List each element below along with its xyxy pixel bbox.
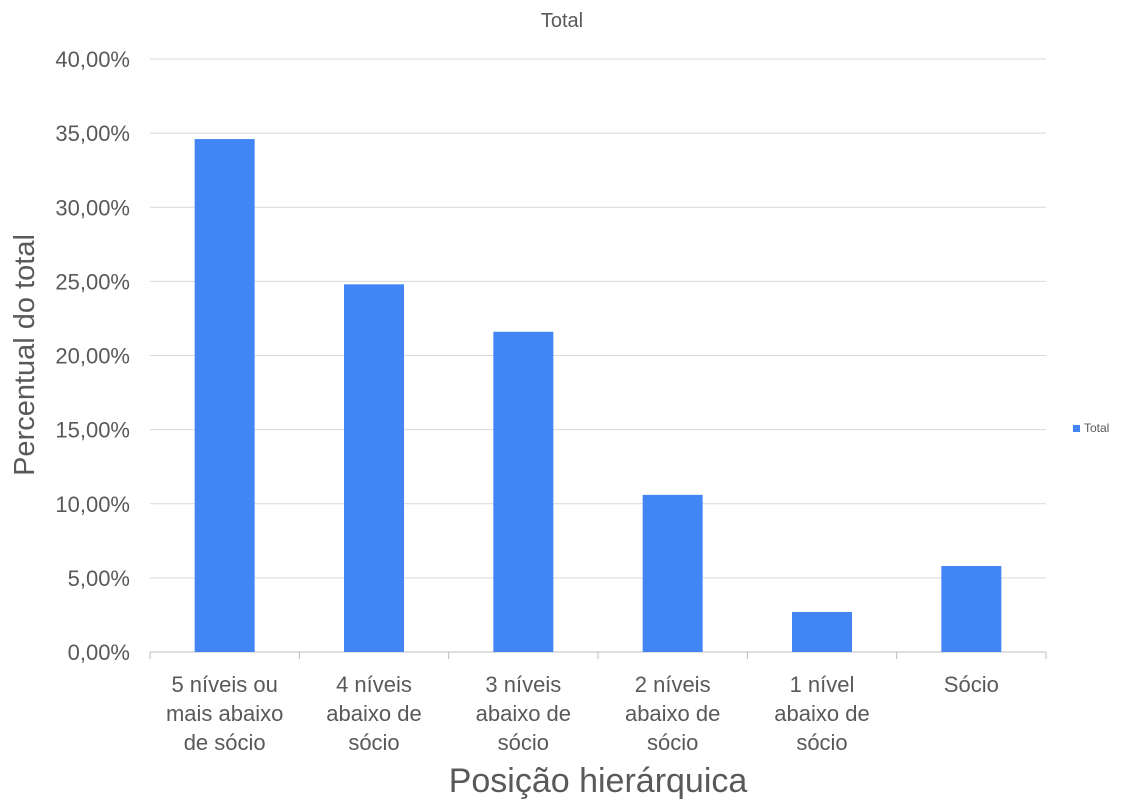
- y-tick-label: 0,00%: [68, 640, 130, 665]
- y-tick-label: 40,00%: [55, 47, 130, 72]
- y-tick-label: 20,00%: [55, 344, 130, 369]
- bar: [493, 331, 554, 652]
- y-tick-label: 15,00%: [55, 418, 130, 443]
- y-axis-ticks: 0,00% 5,00% 10,00% 15,00% 20,00% 25,00% 30,00%…: [55, 47, 130, 665]
- bars: [194, 139, 1002, 652]
- bar: [642, 494, 703, 652]
- bar: [792, 611, 852, 652]
- x-axis: 5 níveis ou mais abaixo de sócio 4 níveis ab…: [149, 652, 1047, 755]
- y-tick-label: 10,00%: [55, 492, 130, 517]
- x-tick-label: 1 nível abaixo de sócio: [774, 672, 869, 755]
- chart-title: Total: [541, 10, 583, 32]
- y-tick-label: 35,00%: [55, 121, 130, 146]
- y-tick-label: 30,00%: [55, 195, 130, 220]
- legend: Total: [1073, 421, 1109, 435]
- gridlines: [150, 58, 1046, 653]
- x-tick-label: 4 níveis abaixo de sócio: [326, 672, 421, 755]
- bar: [344, 284, 404, 652]
- y-tick-label: 5,00%: [68, 566, 130, 591]
- x-axis-label: Posição hierárquica: [449, 762, 748, 800]
- bar: [194, 139, 255, 652]
- legend-swatch-total: [1073, 424, 1080, 432]
- x-tick-label: Sócio: [944, 672, 999, 697]
- y-tick-label: 25,00%: [55, 269, 130, 294]
- bar: [941, 566, 1002, 652]
- x-tick-label: 5 níveis ou mais abaixo de sócio: [166, 672, 283, 755]
- x-tick-label: 3 níveis abaixo de sócio: [476, 672, 571, 755]
- legend-label-total: Total: [1084, 421, 1110, 435]
- x-tick-label: 2 níveis abaixo de sócio: [625, 672, 720, 755]
- y-axis-label: Percentual do total: [9, 234, 41, 476]
